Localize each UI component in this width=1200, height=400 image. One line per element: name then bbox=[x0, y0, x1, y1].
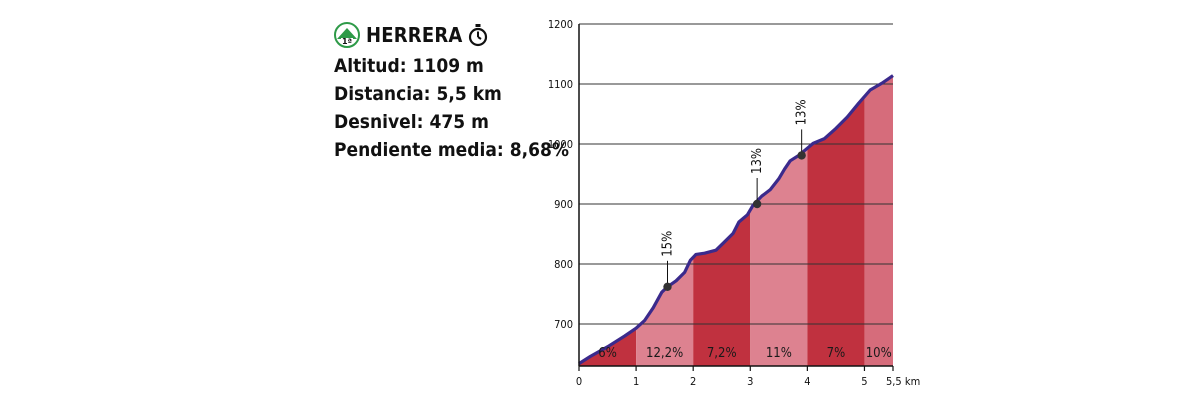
x-tick-label-1: 1 bbox=[633, 375, 639, 388]
y-tick-label-5: 1200 bbox=[548, 18, 573, 31]
gradient-value: 8,68% bbox=[509, 139, 570, 161]
annotations: 15% 13% 13% bbox=[660, 99, 810, 291]
distance-label: Distancia: bbox=[334, 83, 431, 105]
gradient-label: Pendiente media: bbox=[334, 139, 504, 161]
segment-band-5 bbox=[864, 75, 893, 366]
gradient-row: Pendiente media: 8,68% bbox=[334, 136, 569, 164]
gridlines bbox=[579, 23, 893, 325]
x-tick-label-6: 5,5 km bbox=[886, 375, 920, 388]
annotation-label-0: 15% bbox=[660, 231, 675, 257]
annotation-marker-1 bbox=[752, 199, 762, 209]
segment-label-1: 12,2% bbox=[646, 346, 683, 361]
x-tick-label-3: 3 bbox=[747, 375, 753, 388]
mountain-badge-icon: 1ª bbox=[334, 22, 360, 48]
x-tick-label-5: 5 bbox=[861, 375, 867, 388]
segment-band-2 bbox=[693, 75, 751, 366]
gradient-segments bbox=[579, 75, 893, 366]
segment-band-0 bbox=[579, 75, 637, 366]
segment-label-0: 6% bbox=[598, 346, 617, 361]
profile-line bbox=[578, 74, 894, 365]
y-tick-label-1: 800 bbox=[554, 258, 573, 271]
y-tick-label-2: 900 bbox=[554, 198, 573, 211]
gain-value: 475 m bbox=[429, 111, 489, 133]
distance-value: 5,5 km bbox=[436, 83, 502, 105]
badge-category: 1ª bbox=[342, 37, 352, 46]
segment-band-1 bbox=[636, 75, 694, 366]
segment-band-3 bbox=[750, 75, 808, 366]
annotation-label-1: 13% bbox=[750, 148, 765, 174]
stopwatch-icon bbox=[468, 24, 487, 47]
axes: 700 800 900 1000 1100 1200 0 1 2 3 4 5 5,5 km bbox=[548, 18, 920, 388]
altitude-label: Altitud: bbox=[334, 55, 407, 77]
altitude-value: 1109 m bbox=[412, 55, 484, 77]
annotation-marker-0 bbox=[663, 282, 672, 291]
annotation-label-2: 13% bbox=[795, 99, 810, 125]
segment-label-3: 11% bbox=[766, 346, 792, 361]
segment-label-4: 7% bbox=[827, 346, 846, 361]
gain-row: Desnivel: 475 m bbox=[334, 108, 569, 136]
segment-label-2: 7,2% bbox=[707, 346, 737, 361]
x-tick-label-2: 2 bbox=[690, 375, 696, 388]
y-tick-label-4: 1100 bbox=[548, 78, 573, 91]
annotation-marker-2 bbox=[797, 151, 806, 160]
segment-band-4 bbox=[807, 75, 865, 366]
segment-label-5: 10% bbox=[866, 346, 892, 361]
segment-labels: 6% 12,2% 7,2% 11% 7% 10% bbox=[598, 346, 891, 361]
distance-row: Distancia: 5,5 km bbox=[334, 80, 569, 108]
x-tick-label-0: 0 bbox=[576, 375, 582, 388]
title-row: 1ª HERRERA bbox=[334, 18, 569, 52]
gain-label: Desnivel: bbox=[334, 111, 424, 133]
x-tick-label-4: 4 bbox=[804, 375, 810, 388]
climb-title: HERRERA bbox=[366, 23, 463, 47]
y-tick-label-0: 700 bbox=[554, 318, 573, 331]
y-tick-label-3: 1000 bbox=[548, 138, 573, 151]
climb-info: 1ª HERRERA Altitud: 1109 m Distancia: 5,5 … bbox=[334, 18, 569, 164]
altitude-row: Altitud: 1109 m bbox=[334, 52, 569, 80]
